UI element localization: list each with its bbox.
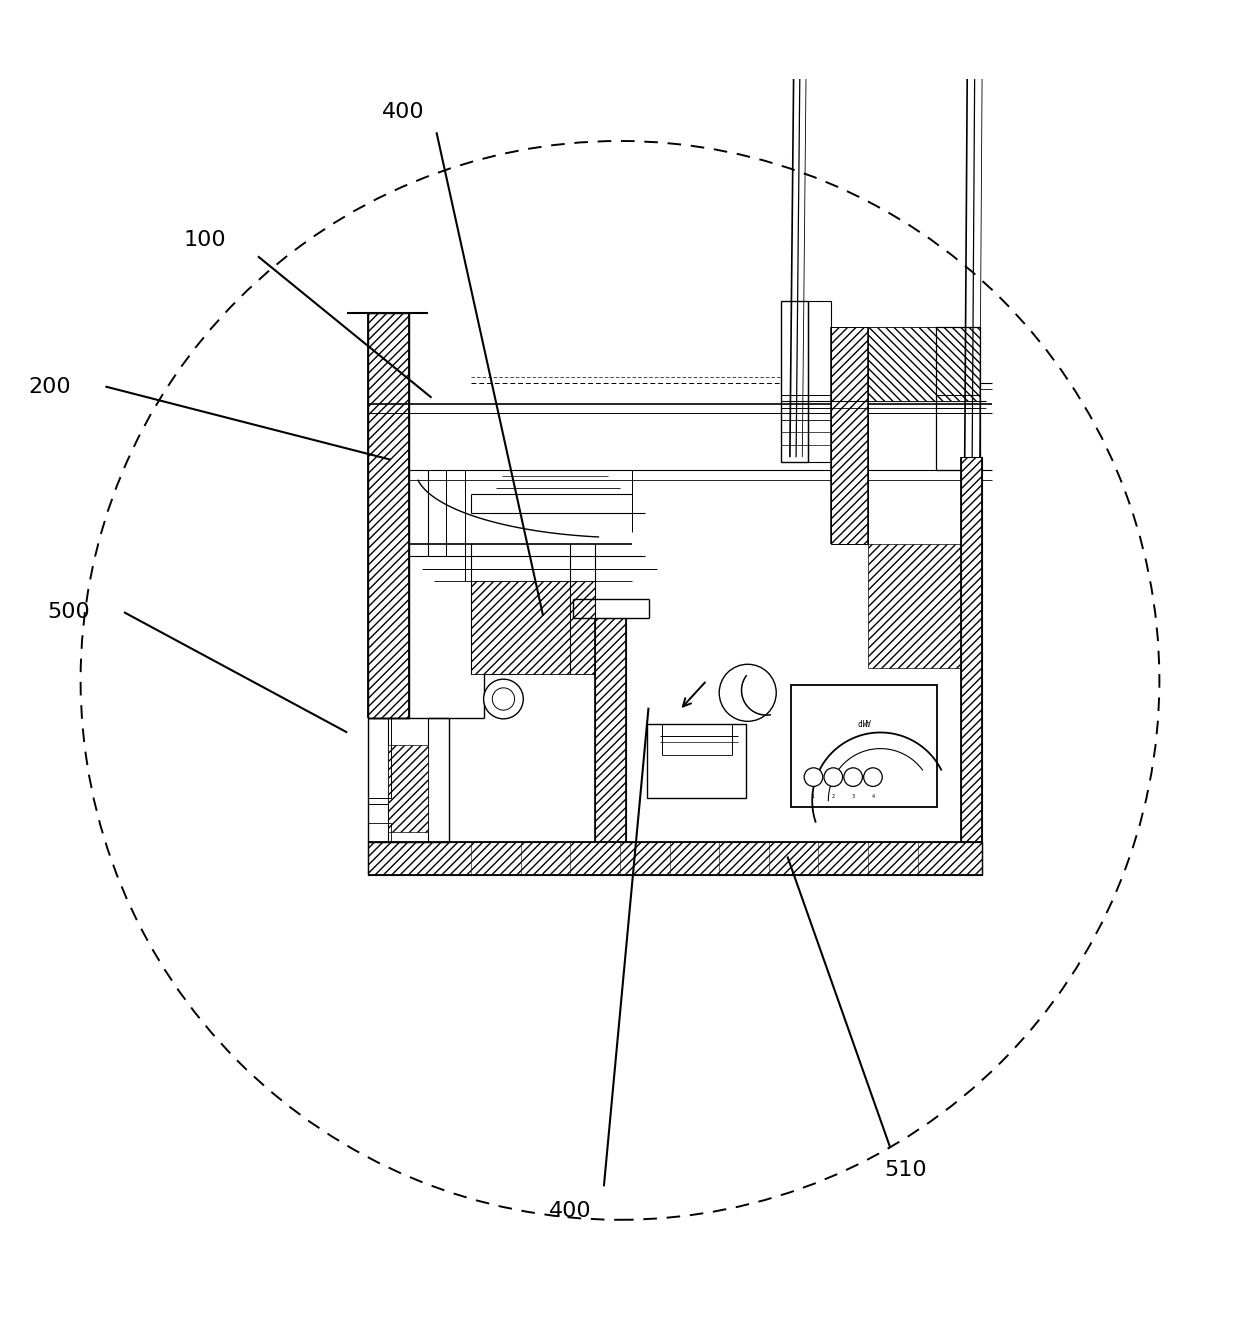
Bar: [368, 804, 388, 842]
Circle shape: [825, 768, 843, 787]
Circle shape: [484, 679, 523, 719]
Bar: [769, 842, 818, 875]
Text: 100: 100: [184, 230, 226, 250]
Bar: [471, 581, 595, 675]
Circle shape: [805, 768, 823, 787]
Circle shape: [719, 664, 776, 721]
Bar: [781, 301, 808, 462]
Text: 500: 500: [47, 603, 89, 623]
Text: AMP: AMP: [857, 716, 872, 724]
Bar: [868, 842, 918, 875]
Bar: [936, 327, 980, 469]
Bar: [595, 619, 626, 842]
Text: 2: 2: [832, 795, 835, 799]
Text: 400: 400: [382, 103, 424, 123]
Text: 1: 1: [812, 795, 815, 799]
Text: 400: 400: [549, 1201, 591, 1221]
Bar: [368, 717, 391, 798]
Bar: [670, 842, 719, 875]
Text: 3: 3: [852, 795, 854, 799]
Bar: [831, 327, 868, 544]
Circle shape: [863, 768, 882, 787]
Bar: [471, 842, 521, 875]
Bar: [961, 457, 982, 842]
Bar: [868, 327, 980, 401]
Bar: [368, 717, 449, 842]
Bar: [868, 544, 961, 668]
Bar: [647, 724, 746, 798]
Bar: [368, 842, 982, 875]
Text: 4: 4: [872, 795, 874, 799]
Circle shape: [492, 688, 515, 711]
Bar: [368, 314, 409, 717]
Bar: [791, 685, 937, 807]
Text: 510: 510: [884, 1160, 926, 1180]
Text: 200: 200: [29, 377, 71, 397]
Circle shape: [843, 768, 863, 787]
Bar: [368, 823, 391, 842]
Bar: [570, 842, 620, 875]
Bar: [808, 301, 831, 462]
Bar: [388, 745, 428, 832]
